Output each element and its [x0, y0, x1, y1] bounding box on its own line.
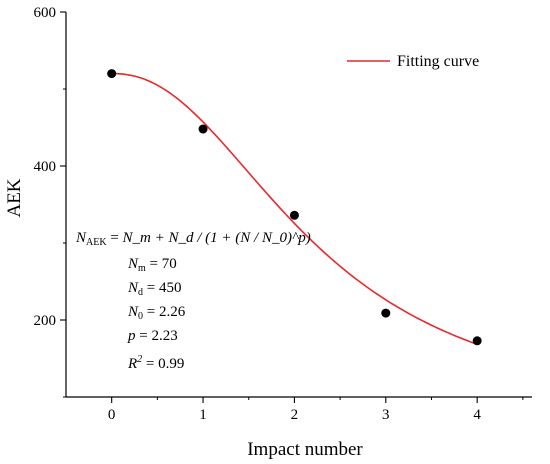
- y-tick-label: 600: [34, 5, 57, 21]
- fitting-curve: [111, 72, 478, 346]
- x-tick-label: 1: [199, 407, 207, 423]
- equation-rhs: N_m + N_d / (1 + (N / N_0)^p): [122, 230, 311, 246]
- y-axis-label: AEK: [4, 178, 25, 217]
- param-n0: N0 = 2.26: [128, 304, 186, 322]
- data-point: [381, 308, 391, 318]
- axes: [65, 12, 532, 398]
- data-point: [289, 210, 299, 220]
- data-point: [198, 124, 208, 134]
- y-tick-label: 400: [34, 159, 57, 175]
- param-nm: Nm = 70: [128, 256, 177, 274]
- data-point: [107, 69, 117, 79]
- x-tick-label: 2: [291, 407, 299, 423]
- param-nd: Nd = 450: [128, 280, 182, 298]
- equation-block: NAEK = N_m + N_d / (1 + (N / N_0)^p) Nm …: [76, 230, 316, 372]
- legend-label: Fitting curve: [397, 53, 479, 70]
- x-tick-label: 3: [382, 407, 390, 423]
- fit-equation: NAEK = N_m + N_d / (1 + (N / N_0)^p): [76, 230, 311, 248]
- y-tick-label: 200: [34, 313, 57, 329]
- x-tick-label: 4: [473, 407, 481, 423]
- x-axis-label: Impact number: [247, 439, 363, 460]
- x-tick-label: 0: [108, 407, 116, 423]
- ticks: 0 1 2 3 4 200 400 600: [34, 5, 524, 423]
- curve-layer: [111, 72, 478, 346]
- legend: Fitting curve: [347, 53, 479, 70]
- param-r2: R2 = 0.99: [128, 354, 185, 372]
- points-layer: [107, 69, 482, 346]
- param-p: p = 2.23: [128, 328, 178, 344]
- data-point: [472, 336, 482, 346]
